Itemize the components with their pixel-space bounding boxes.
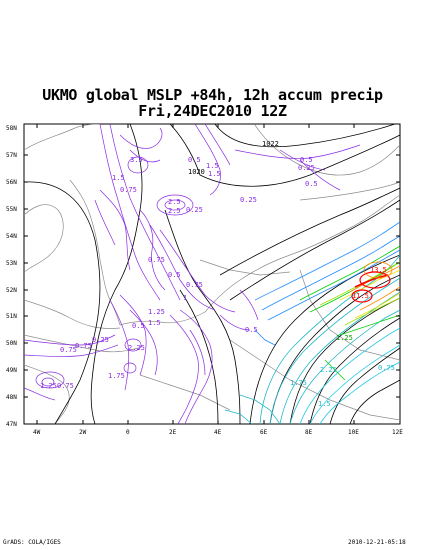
- isobar-label-1022: 1022: [262, 140, 279, 148]
- lon-label: 0: [126, 429, 130, 436]
- isobar-label-1020: 1020: [188, 168, 205, 176]
- lat-label: 53N: [6, 260, 17, 267]
- precip-label: 0.25: [240, 196, 257, 204]
- precip-label: 0.75: [75, 342, 92, 350]
- lon-axis: 4W 2W 0 2E 4E 6E 8E 10E 12E: [33, 124, 403, 436]
- lat-label: 50N: [6, 340, 17, 347]
- precip-label: 1.75: [290, 379, 307, 387]
- precip-label: 0.5: [168, 271, 181, 279]
- precip-label: 13.5: [370, 266, 387, 274]
- precip-label: 0.25: [92, 336, 109, 344]
- lat-label: 48N: [6, 394, 17, 401]
- precip-label: 2.5: [168, 198, 181, 206]
- lat-label: 55N: [6, 206, 17, 213]
- precip-label: 1.25: [40, 382, 57, 390]
- lon-label: 10E: [348, 429, 359, 436]
- precip-label: 0.5: [188, 156, 201, 164]
- lon-label: 4W: [33, 429, 41, 436]
- lon-label: 6E: [260, 429, 268, 436]
- precip-label: 0.5: [132, 322, 145, 330]
- lat-axis: 58N 57N 56N 55N 54N 53N 52N 51N 50N 49N …: [6, 123, 400, 428]
- precip-label: 1.5: [148, 319, 161, 327]
- lat-label: 51N: [6, 313, 17, 320]
- map-title: UKMO global MSLP +84h, 12h accum precip: [42, 86, 383, 104]
- precip-label: 0.75: [378, 364, 395, 372]
- precip-label: 0.75: [148, 256, 165, 264]
- lon-label: 2E: [169, 429, 177, 436]
- grads-credit: GrADS: COLA/IGES: [3, 539, 61, 546]
- precip-label: 2.25: [320, 366, 337, 374]
- lat-label: 57N: [6, 152, 17, 159]
- lat-label: 49N: [6, 367, 17, 374]
- heavy-precip-contours: [224, 221, 400, 424]
- lat-label: 47N: [6, 421, 17, 428]
- precip-label: 0.75: [60, 346, 77, 354]
- lat-label: 54N: [6, 233, 17, 240]
- precip-label: 0.75: [186, 281, 203, 289]
- precip-label: 0.5: [300, 156, 313, 164]
- precip-label: 1.5: [112, 174, 125, 182]
- precip-label: 0.5: [305, 180, 318, 188]
- precip-label: 3.5: [130, 156, 143, 164]
- lat-label: 58N: [6, 125, 17, 132]
- precip-labels: 0.5 1.5 2.5 0.5 0.25 1.5 2.5 0.25 0.5 3.…: [40, 156, 395, 408]
- precip-label: 1.25: [148, 308, 165, 316]
- lon-label: 4E: [214, 429, 222, 436]
- lon-label: 2W: [79, 429, 87, 436]
- lon-label: 12E: [392, 429, 403, 436]
- precip-label: 11.5: [352, 292, 369, 300]
- precip-label: 0.75: [57, 382, 74, 390]
- precip-label: 1: [183, 294, 187, 302]
- precip-label: 1.75: [108, 372, 125, 380]
- precip-label: 0.75: [120, 186, 137, 194]
- lat-label: 56N: [6, 179, 17, 186]
- precip-label: 2.25: [128, 344, 145, 352]
- map-subtitle: Fri,24DEC2010 12Z: [138, 102, 287, 120]
- precip-label: 1.5: [206, 162, 219, 170]
- precip-label: 0.25: [298, 164, 315, 172]
- lon-label: 8E: [305, 429, 313, 436]
- precip-label: 2.5: [168, 207, 181, 215]
- precip-label: 1.5: [208, 170, 221, 178]
- precip-label: 1.5: [318, 400, 331, 408]
- precip-label: 1.25: [336, 334, 353, 342]
- precip-label: 0.5: [245, 326, 258, 334]
- lat-label: 52N: [6, 287, 17, 294]
- generation-timestamp: 2010-12-21-05:18: [348, 539, 406, 546]
- precip-label: 0.25: [186, 206, 203, 214]
- precip-contours: [24, 124, 361, 424]
- map-frame: [23, 123, 401, 425]
